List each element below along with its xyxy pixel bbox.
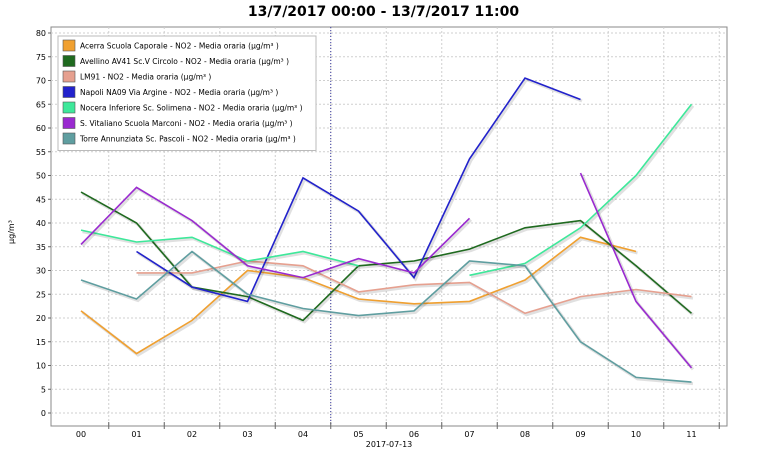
legend-swatch [62, 117, 76, 129]
legend-swatch [62, 86, 76, 98]
series-line [80, 191, 693, 322]
x-tick-label: 09 [575, 430, 585, 439]
y-tick-label: 75 [36, 53, 46, 62]
y-tick-label: 40 [36, 219, 46, 228]
series-line [136, 260, 692, 315]
x-tick-label: 11 [686, 430, 696, 439]
legend-swatch [62, 101, 76, 114]
x-tick-label: 02 [187, 430, 197, 439]
legend-label: Nocera Inferiore Sc. Solimena - NO2 - Me… [80, 104, 303, 113]
legend-label: LM91 - NO2 - Media oraria (µg/m³ ) [80, 73, 211, 82]
y-tick-label: 0 [41, 409, 46, 418]
x-axis-label: 2017-07-13 [366, 440, 413, 449]
legend-swatch [62, 132, 76, 145]
series-line [80, 236, 637, 355]
legend-label: S. Vitaliano Scuola Marconi - NO2 - Medi… [80, 119, 293, 128]
series-line [136, 77, 581, 303]
series-line [80, 186, 471, 279]
x-tick-label: 04 [298, 430, 308, 439]
legend-box [57, 35, 317, 151]
series-line-shadow [81, 237, 638, 357]
x-tick-label: 10 [631, 430, 641, 439]
legend: Acerra Scuola Caporale - NO2 - Media ora… [57, 35, 317, 151]
legend-label: Avellino AV41 Sc.V Circolo - NO2 - Media… [80, 57, 289, 66]
series-line [579, 172, 693, 369]
series-line-shadow [138, 260, 694, 317]
legend-label: Torre Annunziata Sc. Pascoli - NO2 - Med… [79, 135, 296, 144]
x-tick-label: 05 [353, 430, 363, 439]
legend-label: Acerra Scuola Caporale - NO2 - Media ora… [80, 42, 279, 51]
y-tick-label: 30 [36, 267, 46, 276]
y-tick-label: 80 [36, 29, 46, 38]
y-tick-label: 65 [36, 100, 46, 109]
x-tick-label: 03 [242, 430, 252, 439]
y-tick-label: 35 [36, 243, 46, 252]
y-tick-label: 20 [36, 314, 46, 323]
y-tick-label: 50 [36, 172, 46, 181]
legend-swatch [62, 70, 76, 83]
y-axis-label: µg/m³ [7, 220, 16, 244]
series-line [80, 250, 692, 383]
legend-label: Napoli NA09 Via Argine - NO2 - Media ora… [80, 88, 278, 97]
legend-swatch [62, 55, 76, 67]
chart-title: 13/7/2017 00:00 - 13/7/2017 11:00 [247, 4, 520, 20]
series-line [80, 229, 359, 267]
x-tick-label: 06 [409, 430, 419, 439]
x-tick-label: 00 [76, 430, 86, 439]
y-tick-label: 70 [36, 77, 46, 86]
series-layer [80, 77, 695, 386]
y-tick-label: 15 [36, 338, 46, 347]
y-tick-label: 60 [36, 124, 46, 133]
legend-swatch [62, 39, 76, 52]
y-tick-label: 5 [41, 385, 46, 394]
x-tick-label: 01 [131, 430, 141, 439]
y-tick-label: 45 [36, 195, 46, 204]
series-line-shadow [470, 104, 695, 279]
x-tick-label: 08 [520, 430, 530, 439]
y-tick-label: 10 [36, 362, 46, 371]
x-tick-label: 07 [464, 430, 474, 439]
series-line [469, 103, 693, 277]
y-tick-label: 25 [36, 290, 46, 299]
y-tick-label: 55 [36, 148, 46, 157]
